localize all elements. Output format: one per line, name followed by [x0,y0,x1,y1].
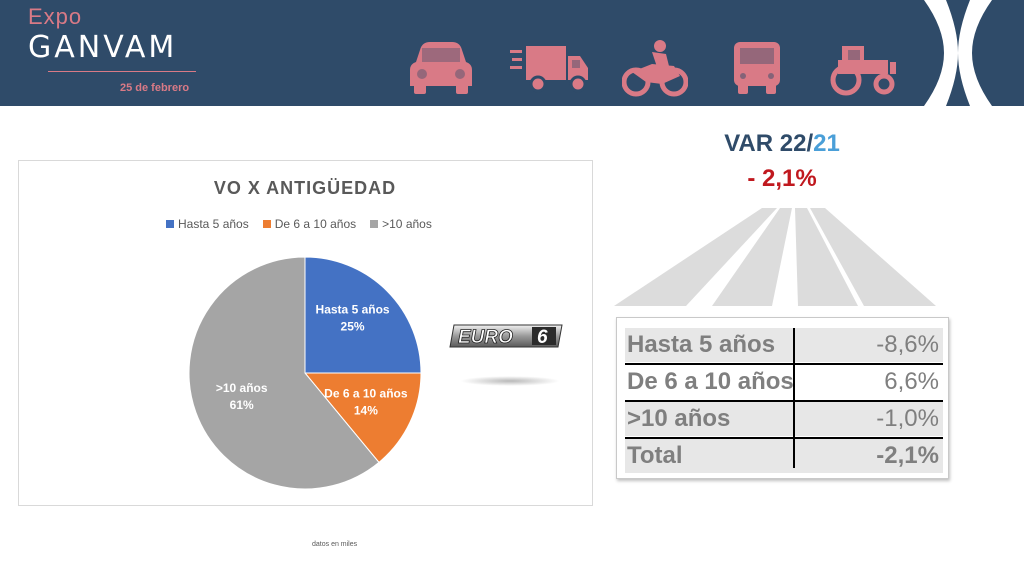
legend-swatch [262,220,271,228]
legend-swatch [370,220,379,228]
table-row: De 6 a 10 años 6,6% [625,365,943,399]
pie-slice [188,256,380,490]
header-banner: Expo GANVAM 25 de febrero [0,0,1024,106]
slice-label-value: 14% [354,404,378,418]
row-value: -8,6% [876,331,939,358]
legend-swatch [166,220,174,228]
chart-legend: Hasta 5 años De 6 a 10 años >10 años [166,217,432,231]
euro6-text: EURO [458,327,513,348]
row-divider [625,363,943,365]
row-label: >10 años [627,405,731,432]
footnote: datos en miles [312,541,358,548]
car-icon [410,42,472,94]
row-label: Total [627,442,683,469]
row-value: 6,6% [884,368,939,395]
legend-label: De 6 a 10 años [274,217,357,231]
motorcycle-icon [622,40,688,97]
legend-item: Hasta 5 años [166,217,249,231]
badge-shadow [460,376,560,386]
row-value: -1,0% [876,405,939,432]
slice-label-name: De 6 a 10 años [324,387,408,401]
row-divider [625,400,943,402]
slice-label-value: 61% [230,398,254,412]
row-label: Hasta 5 años [627,331,776,358]
logo-expo-text: Expo [28,4,83,29]
legend-label: >10 años [382,217,432,231]
row-value: -2,1% [876,442,939,469]
chart-title: VO X ANTIGÜEDAD [213,178,397,198]
table-row: Hasta 5 años -8,6% [625,328,943,362]
euro6-number: 6 [537,327,548,348]
event-date: 25 de febrero [120,82,190,94]
variation-value: - 2,1% [747,165,817,192]
bus-icon [734,42,780,94]
truck-icon [510,46,588,93]
tractor-icon [830,46,896,96]
table-row: >10 años -1,0% [625,402,943,436]
pie-slice [304,256,422,374]
row-label: De 6 a 10 años [627,368,794,395]
slice-label-value: 25% [341,319,365,333]
variation-table: Hasta 5 años -8,6% De 6 a 10 años 6,6% >… [616,317,949,479]
column-divider [793,328,795,468]
variation-title-year: 21 [813,130,840,157]
row-divider [625,437,943,439]
variation-title-prefix: VAR 22/ [724,130,814,157]
legend-item: >10 años [370,217,432,231]
logo-divider [48,71,196,72]
slice-label-name: >10 años [216,381,268,395]
variation-title: VAR 22/21 [700,130,864,158]
euro6-badge: EURO 6 [449,324,563,348]
legend-item: De 6 a 10 años [262,217,357,231]
slice-label-name: Hasta 5 años [316,302,390,316]
legend-label: Hasta 5 años [178,217,249,231]
table-row-total: Total -2,1% [625,439,943,473]
logo-ganvam-text: GANVAM [28,30,178,65]
x-logo-icon [924,0,992,106]
pie-slice [303,372,422,464]
